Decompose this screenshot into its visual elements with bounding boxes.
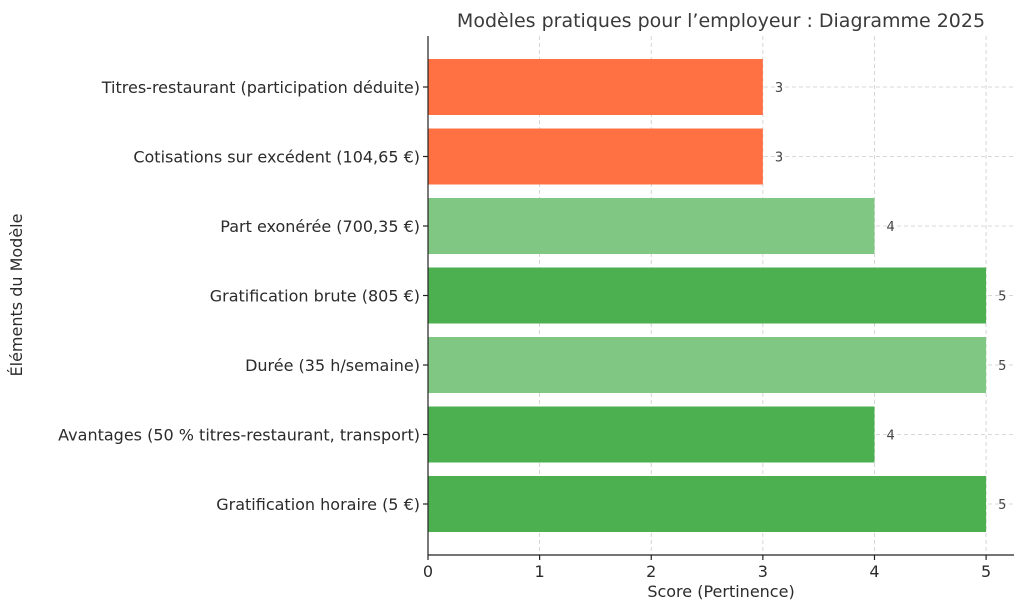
bar bbox=[428, 337, 987, 393]
axes bbox=[423, 36, 1014, 560]
bar bbox=[428, 59, 763, 115]
bar bbox=[428, 198, 875, 254]
value-label: 4 bbox=[886, 429, 894, 444]
category-label: Durée (35 h/semaine) bbox=[245, 356, 420, 375]
value-label: 3 bbox=[775, 151, 783, 166]
x-tick-label: 4 bbox=[869, 562, 879, 581]
value-label: 5 bbox=[998, 290, 1006, 305]
value-label: 4 bbox=[886, 220, 894, 235]
value-label: 3 bbox=[775, 81, 783, 96]
value-label: 5 bbox=[998, 359, 1006, 374]
value-label: 5 bbox=[998, 498, 1006, 513]
y-axis-label: Éléments du Modèle bbox=[7, 214, 26, 377]
category-label: Part exonérée (700,35 €) bbox=[220, 217, 420, 236]
x-tick-label: 2 bbox=[646, 562, 656, 581]
chart-title: Modèles pratiques pour l’employeur : Dia… bbox=[457, 10, 985, 32]
bar bbox=[428, 406, 875, 463]
bar bbox=[428, 476, 987, 532]
category-label: Titres-restaurant (participation déduite… bbox=[101, 78, 420, 97]
labels: 0 1 2 3 4 5 Titres-restaurant (participation d… bbox=[58, 78, 1006, 581]
x-axis-label: Score (Pertinence) bbox=[647, 582, 794, 601]
x-tick-label: 0 bbox=[423, 562, 433, 581]
bar bbox=[428, 128, 763, 185]
category-label: Gratification brute (805 €) bbox=[210, 287, 420, 306]
category-label: Avantages (50 % titres-restaurant, trans… bbox=[58, 426, 420, 445]
x-tick-label: 5 bbox=[981, 562, 991, 581]
category-label: Cotisations sur excédent (104,65 €) bbox=[133, 148, 420, 167]
x-tick-label: 1 bbox=[535, 562, 545, 581]
x-tick-label: 3 bbox=[758, 562, 768, 581]
bars bbox=[428, 59, 987, 532]
bar bbox=[428, 267, 987, 324]
category-label: Gratification horaire (5 €) bbox=[216, 495, 420, 514]
